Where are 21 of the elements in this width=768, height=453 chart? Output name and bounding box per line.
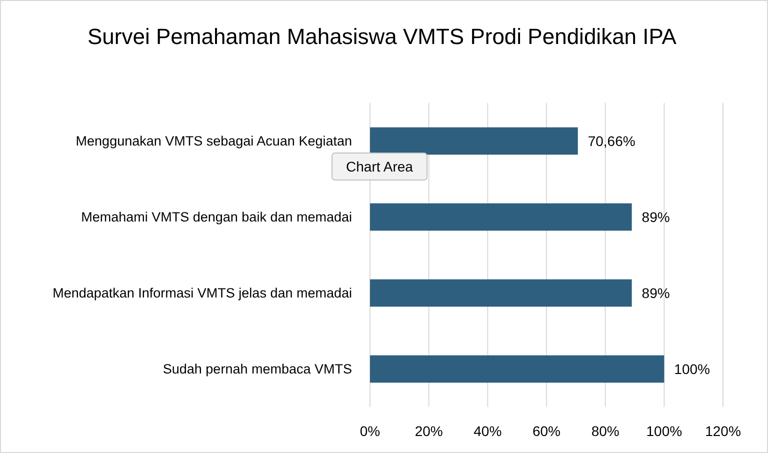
x-tick-label: 60% — [532, 423, 561, 439]
data-label: 100% — [674, 360, 710, 377]
data-label: 89% — [642, 284, 670, 301]
bar — [370, 203, 632, 231]
x-tick-label: 100% — [646, 423, 682, 439]
bar — [370, 279, 632, 307]
x-tick-label: 0% — [360, 423, 380, 439]
y-tick-label: Menggunakan VMTS sebagai Acuan Kegiatan — [76, 134, 352, 149]
data-label: 89% — [642, 208, 670, 225]
x-tick-label: 20% — [414, 423, 443, 439]
chart-title: Survei Pemahaman Mahasiswa VMTS Prodi Pendidikan IPA — [88, 24, 677, 49]
annotation: Chart Area — [346, 158, 414, 174]
bar — [370, 355, 664, 383]
data-label: 70,66% — [588, 132, 636, 149]
y-tick-label: Mendapatkan Informasi VMTS jelas dan memadai — [52, 286, 352, 301]
y-tick-label: Memahami VMTS dengan baik dan memadai — [81, 210, 352, 225]
bar — [370, 127, 578, 155]
x-tick-label: 40% — [474, 423, 502, 439]
x-tick-label: 120% — [705, 423, 741, 439]
x-tick-label: 80% — [591, 423, 620, 439]
y-tick-label: Sudah pernah membaca VMTS — [162, 362, 352, 377]
